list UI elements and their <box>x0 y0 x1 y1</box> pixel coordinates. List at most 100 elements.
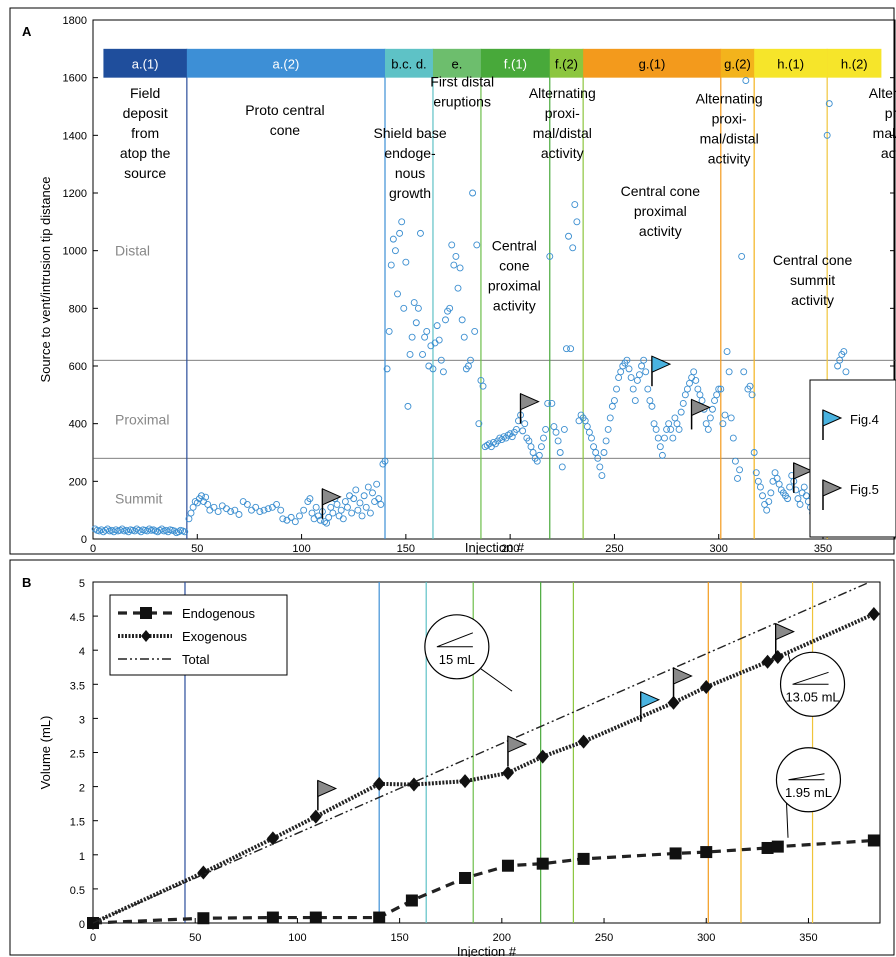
annotation-line: proxi- <box>545 105 580 121</box>
data-point <box>321 518 328 526</box>
phase-bar <box>549 48 584 78</box>
endogenous-marker <box>373 911 386 924</box>
flag-marker <box>672 667 693 698</box>
data-point <box>675 425 683 433</box>
panel-b-frame <box>9 559 895 956</box>
data-point <box>600 449 608 456</box>
data-point <box>373 480 381 488</box>
data-point <box>558 463 566 471</box>
annotation-line: activity <box>881 145 896 161</box>
endogenous-marker <box>536 857 549 870</box>
x-tick-label: 350 <box>799 932 817 944</box>
data-point <box>731 457 739 465</box>
data-point <box>439 368 447 376</box>
annotation-line: mal/distal <box>873 125 896 141</box>
data-point <box>629 385 637 393</box>
annotation-line: activity <box>541 145 584 161</box>
data-point <box>665 420 673 428</box>
data-point <box>475 420 483 428</box>
data-point <box>610 397 618 405</box>
data-point <box>748 391 756 399</box>
data-point <box>734 475 741 482</box>
data-point <box>571 201 579 208</box>
data-point <box>525 437 533 445</box>
data-point <box>540 434 547 442</box>
legend-label: Endogenous <box>182 606 256 621</box>
data-point <box>644 385 652 393</box>
data-point <box>181 528 189 536</box>
panel-a-frame <box>9 7 895 555</box>
data-point <box>204 500 212 508</box>
data-point <box>400 304 408 312</box>
data-point <box>243 500 251 508</box>
annotation-line: proxi- <box>712 111 747 127</box>
endogenous-marker <box>405 894 418 907</box>
data-point <box>729 434 737 442</box>
data-point <box>602 437 610 445</box>
flag-banner <box>640 691 661 709</box>
data-point <box>606 414 614 422</box>
annotation-line: Central <box>492 238 537 254</box>
data-point <box>671 414 679 422</box>
data-point <box>683 385 691 393</box>
annotation-line: Alternating <box>696 91 763 107</box>
exogenous-marker <box>667 695 680 710</box>
data-point <box>366 509 374 517</box>
data-point <box>592 449 600 456</box>
data-point <box>306 495 314 503</box>
exogenous-marker <box>867 607 880 622</box>
legend-label: Fig.4 <box>850 412 879 427</box>
data-point <box>686 379 693 387</box>
data-point <box>512 425 520 433</box>
data-point <box>604 425 612 433</box>
data-point <box>711 397 718 405</box>
exogenous-marker <box>501 765 514 780</box>
data-point <box>344 503 351 511</box>
series-line <box>92 838 874 925</box>
y-tick-label: 3.5 <box>70 680 85 692</box>
zone-label: Summit <box>115 491 163 507</box>
data-point <box>287 513 295 521</box>
slope-angle-icon <box>788 773 825 781</box>
x-tick-label: 300 <box>710 543 728 555</box>
exogenous-marker <box>197 865 210 880</box>
y-tick-label: 5 <box>79 578 85 590</box>
data-point <box>773 475 781 482</box>
data-point <box>335 512 343 520</box>
data-point <box>218 502 226 510</box>
annotation-line: summit <box>790 272 835 288</box>
data-point <box>435 336 443 344</box>
slope-leader-line <box>785 801 789 838</box>
data-point <box>381 457 389 465</box>
data-point <box>608 402 616 410</box>
data-point <box>256 508 264 516</box>
flag-banner <box>507 735 528 753</box>
data-point <box>410 299 418 307</box>
data-point <box>387 261 395 269</box>
data-point <box>694 385 702 393</box>
annotation-line: deposit <box>123 105 168 121</box>
data-point <box>656 443 664 451</box>
data-point <box>312 503 320 511</box>
data-point <box>640 356 648 364</box>
y-tick-label: 1000 <box>63 246 87 258</box>
data-point <box>763 506 771 514</box>
annotation-line: cone <box>499 258 530 274</box>
data-point <box>769 477 777 485</box>
data-point <box>360 492 368 500</box>
data-point <box>456 264 464 272</box>
data-point <box>552 428 560 436</box>
data-point <box>333 500 341 508</box>
data-point <box>658 451 666 459</box>
annotation-line: Alternating <box>869 85 896 101</box>
annotation-line: mal/distal <box>700 131 759 147</box>
phase-bar <box>186 48 385 78</box>
data-point <box>406 351 414 358</box>
phase-bar <box>583 48 721 78</box>
y-tick-label: 200 <box>69 476 87 488</box>
y-tick-label: 400 <box>69 419 87 431</box>
data-point <box>391 247 399 255</box>
y-axis-label: Volume (mL) <box>38 716 53 790</box>
data-point <box>202 493 210 501</box>
annotation-line: from <box>131 125 159 141</box>
